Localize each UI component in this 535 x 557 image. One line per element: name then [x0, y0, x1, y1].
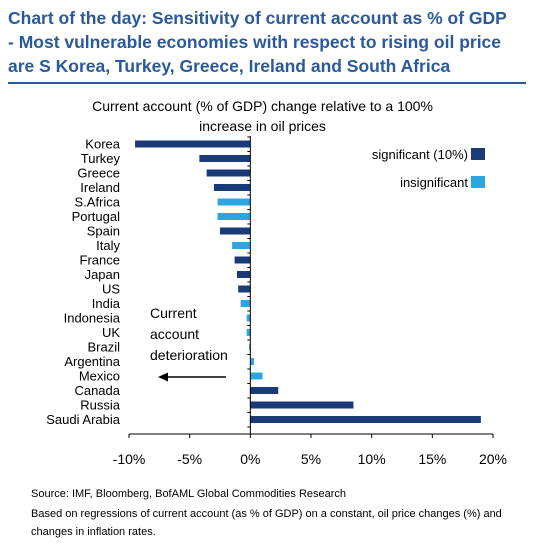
category-label: Mexico — [79, 369, 120, 384]
deterioration-arrow-head — [158, 372, 168, 382]
bar-italy — [232, 242, 251, 249]
category-label: Japan — [85, 267, 120, 282]
bar-india — [240, 300, 251, 307]
deterioration-annotation: Current account deterioration — [150, 305, 228, 382]
category-label: Greece — [77, 166, 120, 181]
bar-portugal — [217, 213, 251, 220]
bar-spain — [220, 227, 251, 235]
bar-japan — [236, 271, 251, 278]
x-tick-label: 10% — [358, 451, 386, 467]
bar-brazil — [249, 343, 251, 351]
source-note: Source: IMF, Bloomberg, BofAML Global Co… — [31, 488, 347, 500]
bar-us — [238, 285, 251, 293]
category-label: Portugal — [72, 209, 121, 224]
category-label: France — [80, 253, 120, 268]
bar-mexico — [250, 372, 263, 380]
bar-saudi-arabia — [250, 416, 481, 423]
bar-s-africa — [217, 198, 251, 206]
x-tick-label: 0% — [240, 451, 260, 467]
category-label: Italy — [96, 238, 120, 253]
category-label: Saudi Arabia — [46, 412, 120, 427]
bar-uk — [246, 329, 251, 336]
bar-turkey — [199, 155, 251, 162]
chart-title: Current account (% of GDP) change relati… — [92, 98, 433, 134]
category-label: UK — [102, 325, 120, 340]
bar-greece — [206, 169, 251, 177]
title-line-3: are S Korea, Turkey, Greece, Ireland and… — [8, 56, 451, 76]
x-tick-label: 20% — [479, 451, 507, 467]
category-label: Argentina — [64, 354, 120, 369]
category-labels: KoreaTurkeyGreeceIrelandS.AfricaPortugal… — [46, 137, 121, 428]
annotation-line: deterioration — [150, 347, 228, 363]
legend: significant (10%) insignificant — [372, 147, 485, 190]
x-tick-label: -10% — [113, 451, 146, 467]
category-label: Korea — [85, 137, 120, 152]
annotation-line: account — [150, 326, 199, 342]
title-divider — [8, 82, 526, 84]
category-label: Spain — [87, 224, 120, 239]
methodology-note: Based on regressions of current account … — [31, 508, 502, 538]
legend-swatch-insignificant — [471, 176, 485, 188]
category-label: Russia — [80, 398, 121, 413]
bar-korea — [135, 140, 251, 148]
category-label: Indonesia — [64, 311, 121, 326]
legend-label-significant: significant (10%) — [372, 147, 468, 162]
x-tick-label: -5% — [177, 451, 202, 467]
page-title: Chart of the day: Sensitivity of current… — [8, 6, 528, 78]
category-label: Ireland — [80, 180, 120, 195]
category-label: Turkey — [81, 151, 121, 166]
bar-ireland — [213, 184, 251, 191]
category-label: US — [102, 282, 120, 297]
title-line-1: Chart of the day: Sensitivity of current… — [8, 8, 507, 28]
title-line-2: - Most vulnerable economies with respect… — [8, 32, 502, 52]
x-tick-label: 5% — [301, 451, 321, 467]
bar-france — [234, 256, 251, 264]
annotation-line: Current — [150, 305, 197, 321]
bar-argentina — [250, 358, 254, 365]
legend-label-insignificant: insignificant — [400, 175, 468, 190]
category-label: India — [92, 296, 121, 311]
bars-group — [135, 140, 481, 423]
bar-canada — [250, 387, 279, 394]
category-label: Canada — [74, 383, 120, 398]
x-tick-labels: -10% -5% 0% 5% 10% 15% 20% — [113, 434, 507, 467]
bar-russia — [250, 401, 354, 409]
x-tick-label: 15% — [418, 451, 446, 467]
category-label: Brazil — [87, 340, 120, 355]
bar-indonesia — [246, 314, 251, 322]
category-label: S.Africa — [74, 195, 120, 210]
legend-swatch-significant — [471, 148, 485, 160]
